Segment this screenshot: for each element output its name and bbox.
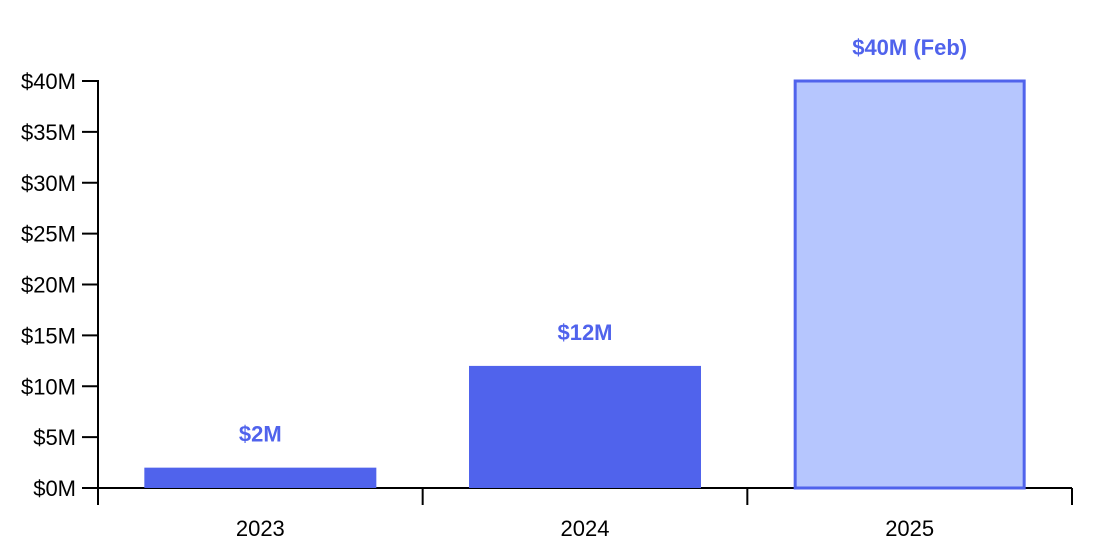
y-tick-label: $15M xyxy=(21,323,76,348)
x-tick-label: 2024 xyxy=(561,516,610,541)
y-tick-label: $20M xyxy=(21,273,76,298)
y-tick-label: $25M xyxy=(21,222,76,247)
y-tick-label: $5M xyxy=(33,425,76,450)
x-tick-label: 2023 xyxy=(236,516,285,541)
bars: $2M $12M $40M (Feb) xyxy=(144,35,1026,490)
y-tick-label: $10M xyxy=(21,374,76,399)
y-tick-label: $35M xyxy=(21,120,76,145)
y-tick-label: $0M xyxy=(33,476,76,501)
y-tick-label: $40M xyxy=(21,69,76,94)
y-axis: $0M $5M $10M $15M $20M $25M $30M $35M $40M xyxy=(21,69,99,501)
bar-2024 xyxy=(469,365,701,488)
bar-2023 xyxy=(144,467,377,488)
data-label-2025: $40M (Feb) xyxy=(852,35,967,60)
data-label-2024: $12M xyxy=(557,320,612,345)
bar-2025 xyxy=(793,79,1026,490)
x-tick-label: 2025 xyxy=(885,516,934,541)
y-tick-label: $30M xyxy=(21,171,76,196)
data-label-2023: $2M xyxy=(239,422,282,447)
x-axis: 2023 2024 2025 xyxy=(82,487,1073,541)
